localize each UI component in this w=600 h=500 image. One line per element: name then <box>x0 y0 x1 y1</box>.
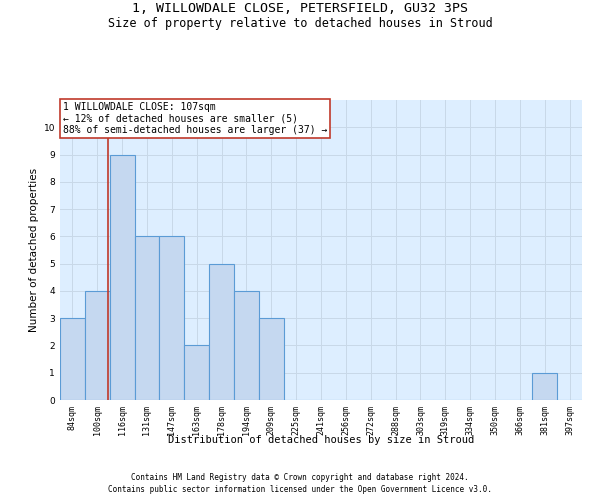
Text: Contains public sector information licensed under the Open Government Licence v3: Contains public sector information licen… <box>108 485 492 494</box>
Bar <box>184 346 209 400</box>
Bar <box>259 318 284 400</box>
Bar <box>209 264 234 400</box>
Bar <box>160 236 184 400</box>
Bar <box>110 154 134 400</box>
Y-axis label: Number of detached properties: Number of detached properties <box>29 168 40 332</box>
Bar <box>85 291 110 400</box>
Bar <box>134 236 160 400</box>
Text: Distribution of detached houses by size in Stroud: Distribution of detached houses by size … <box>168 435 474 445</box>
Text: 1 WILLOWDALE CLOSE: 107sqm
← 12% of detached houses are smaller (5)
88% of semi-: 1 WILLOWDALE CLOSE: 107sqm ← 12% of deta… <box>62 102 327 134</box>
Text: Contains HM Land Registry data © Crown copyright and database right 2024.: Contains HM Land Registry data © Crown c… <box>131 472 469 482</box>
Text: Size of property relative to detached houses in Stroud: Size of property relative to detached ho… <box>107 18 493 30</box>
Bar <box>234 291 259 400</box>
Text: 1, WILLOWDALE CLOSE, PETERSFIELD, GU32 3PS: 1, WILLOWDALE CLOSE, PETERSFIELD, GU32 3… <box>132 2 468 16</box>
Bar <box>532 372 557 400</box>
Bar <box>60 318 85 400</box>
